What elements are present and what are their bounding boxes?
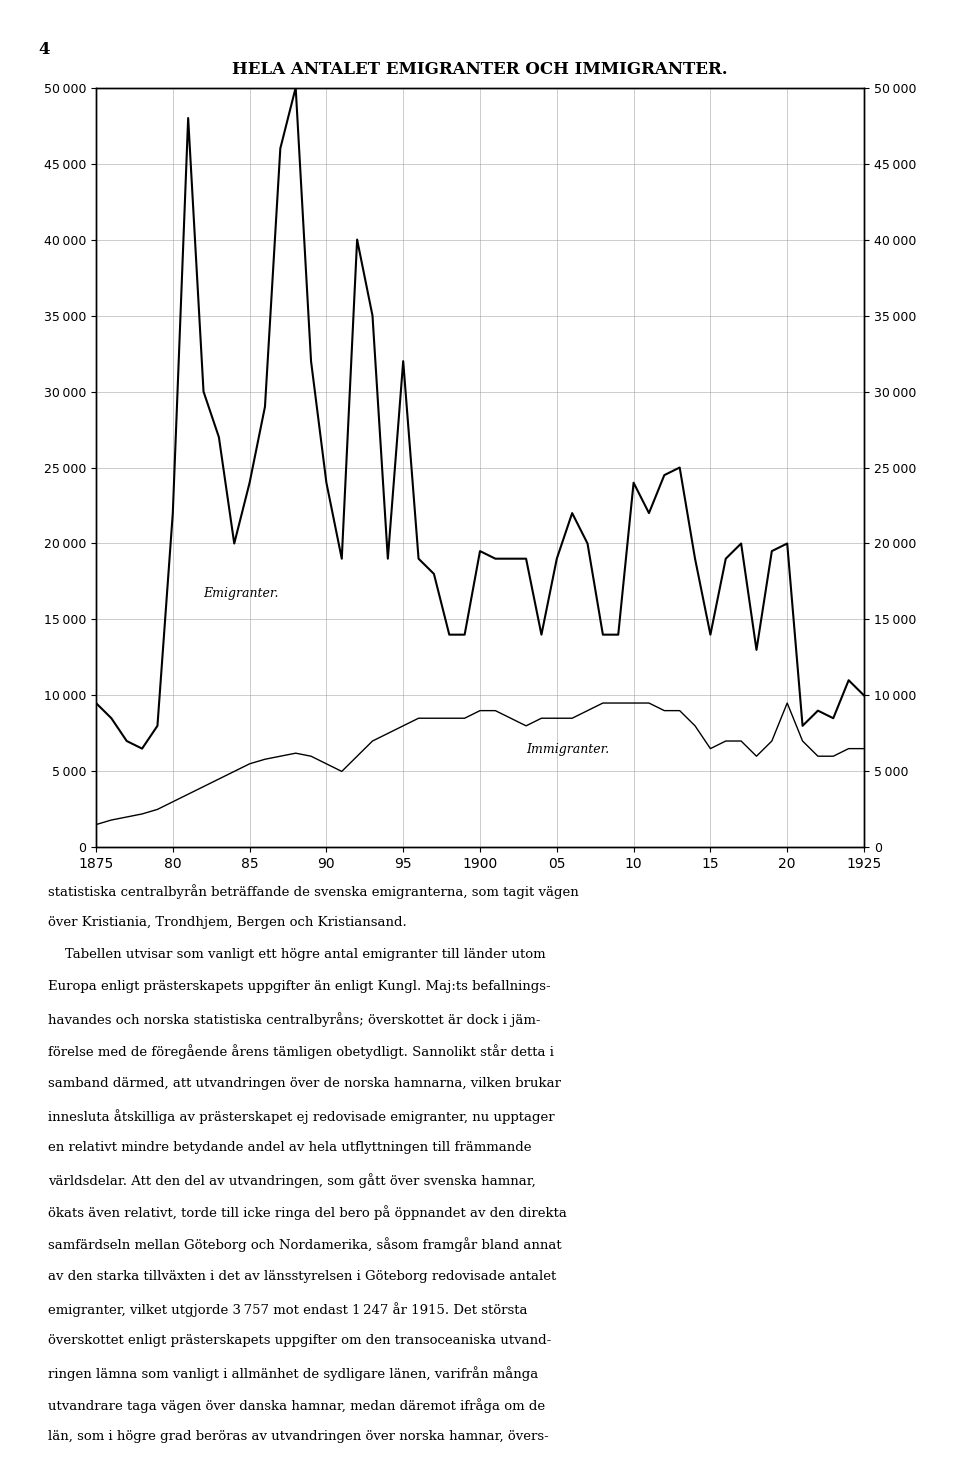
Text: innesluta åtskilliga av prästerskapet ej redovisade emigranter, nu upptager: innesluta åtskilliga av prästerskapet ej… [48,1109,555,1124]
Text: Immigranter.: Immigranter. [526,744,610,757]
Text: Europa enligt prästerskapets uppgifter än enligt Kungl. Maj:ts befallnings-: Europa enligt prästerskapets uppgifter ä… [48,980,551,993]
Text: HELA ANTALET EMIGRANTER OCH IMMIGRANTER.: HELA ANTALET EMIGRANTER OCH IMMIGRANTER. [232,61,728,79]
Text: havandes och norska statistiska centralbyråns; överskottet är dock i jäm-: havandes och norska statistiska centralb… [48,1012,540,1027]
Text: Emigranter.: Emigranter. [204,587,279,599]
Text: av den starka tillväxten i det av länsstyrelsen i Göteborg redovisade antalet: av den starka tillväxten i det av länsst… [48,1270,556,1283]
Text: statistiska centralbyrån beträffande de svenska emigranterna, som tagit vägen: statistiska centralbyrån beträffande de … [48,884,579,899]
Text: samband därmed, att utvandringen över de norska hamnarna, vilken brukar: samband därmed, att utvandringen över de… [48,1077,561,1090]
Text: världsdelar. Att den del av utvandringen, som gått över svenska hamnar,: världsdelar. Att den del av utvandringen… [48,1173,536,1188]
Text: ökats även relativt, torde till icke ringa del bero på öppnandet av den direkta: ökats även relativt, torde till icke rin… [48,1205,566,1220]
Text: förelse med de föregående årens tämligen obetydligt. Sannolikt står detta i: förelse med de föregående årens tämligen… [48,1045,554,1059]
Text: emigranter, vilket utgjorde 3 757 mot endast 1 247 år 1915. Det största: emigranter, vilket utgjorde 3 757 mot en… [48,1302,527,1316]
Text: ringen lämna som vanligt i allmänhet de sydligare länen, varifrån många: ringen lämna som vanligt i allmänhet de … [48,1366,539,1381]
Text: samfärdseln mellan Göteborg och Nordamerika, såsom framgår bland annat: samfärdseln mellan Göteborg och Nordamer… [48,1237,562,1252]
Text: en relativt mindre betydande andel av hela utflyttningen till främmande: en relativt mindre betydande andel av he… [48,1141,532,1154]
Text: 4: 4 [38,41,50,58]
Text: över Kristiania, Trondhjem, Bergen och Kristiansand.: över Kristiania, Trondhjem, Bergen och K… [48,916,407,929]
Text: överskottet enligt prästerskapets uppgifter om den transoceaniska utvand-: överskottet enligt prästerskapets uppgif… [48,1334,551,1347]
Text: län, som i högre grad beröras av utvandringen över norska hamnar, övers-: län, som i högre grad beröras av utvandr… [48,1430,549,1443]
Text: utvandrare taga vägen över danska hamnar, medan däremot ifråga om de: utvandrare taga vägen över danska hamnar… [48,1398,545,1413]
Text: Tabellen utvisar som vanligt ett högre antal emigranter till länder utom: Tabellen utvisar som vanligt ett högre a… [48,948,545,961]
